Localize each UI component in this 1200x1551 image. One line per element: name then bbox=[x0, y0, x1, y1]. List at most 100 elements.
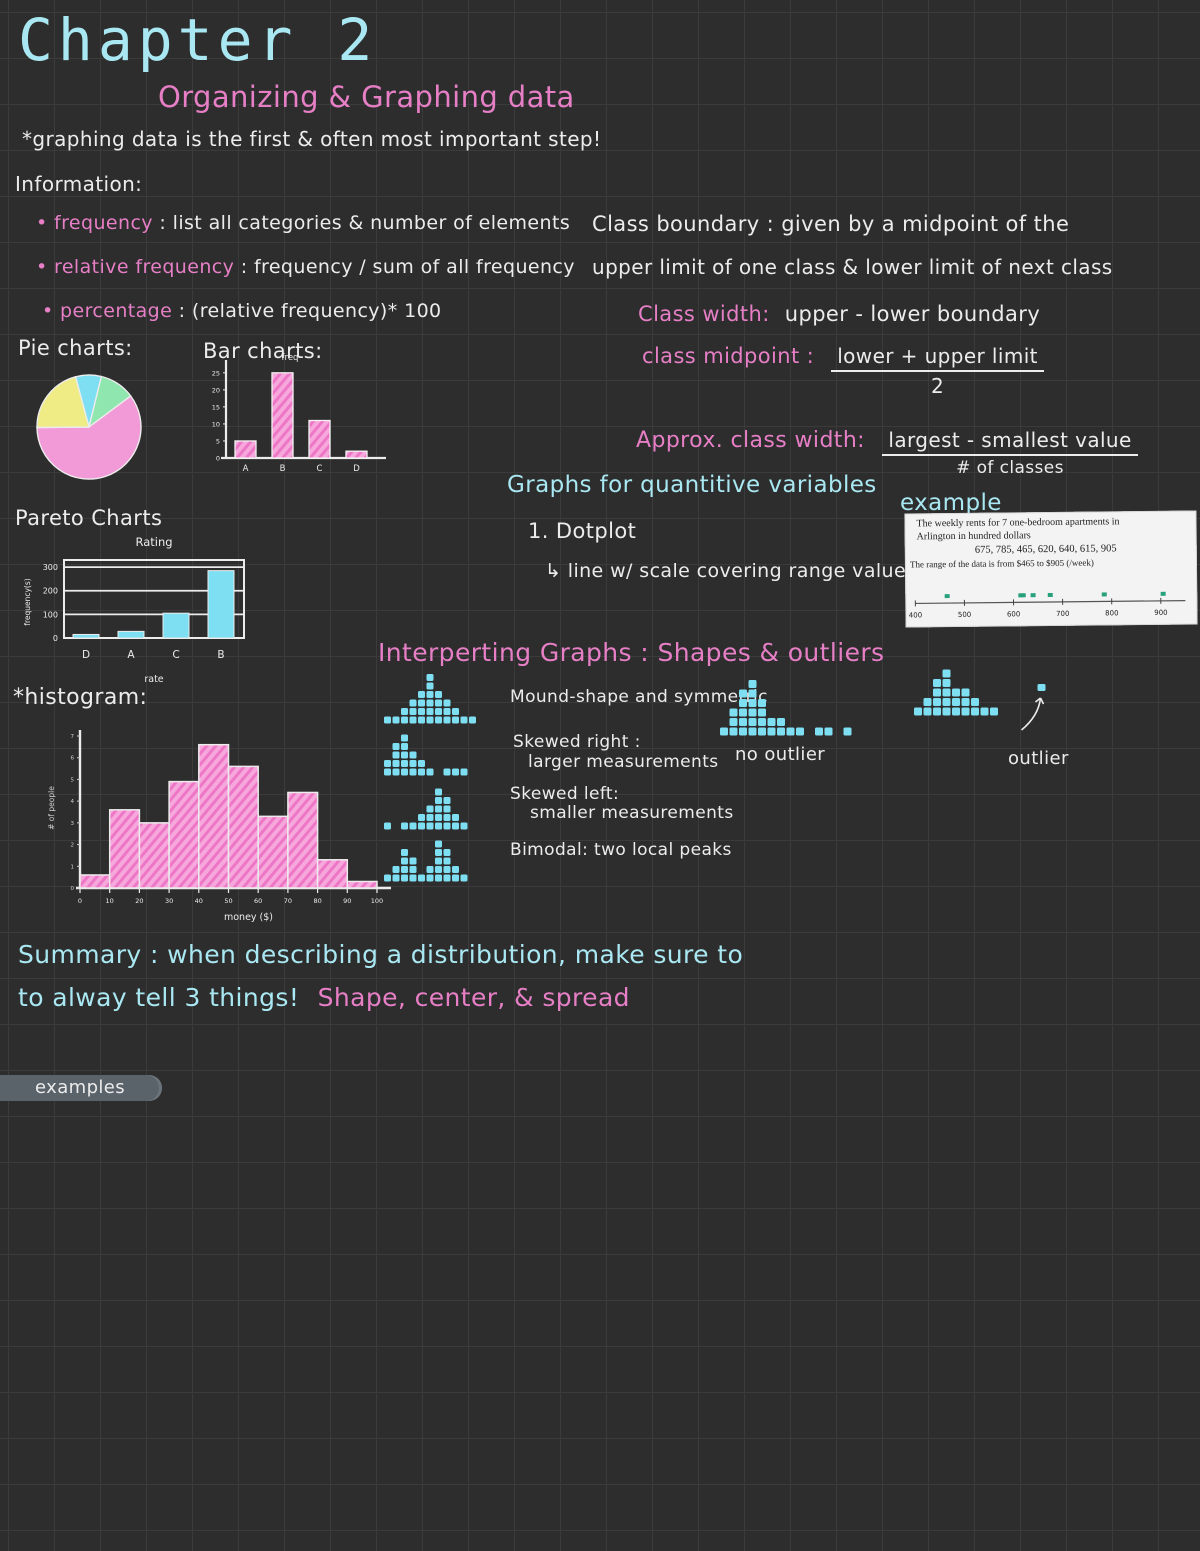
shape-label-skewed-right-1: Skewed right : bbox=[513, 732, 641, 752]
approx-class-width-fraction: largest - smallest value # of classes bbox=[882, 428, 1138, 478]
svg-text:20: 20 bbox=[135, 897, 143, 905]
svg-text:20: 20 bbox=[212, 386, 220, 394]
outlier-label: outlier bbox=[1008, 748, 1069, 769]
pareto-charts-label: Pareto Charts bbox=[15, 506, 163, 530]
bullet-frequency-def: : list all categories & number of elemen… bbox=[159, 212, 571, 234]
histogram-label: *histogram: bbox=[13, 685, 148, 710]
svg-text:50: 50 bbox=[224, 897, 232, 905]
shape-label-skewed-right-2: larger measurements bbox=[528, 752, 719, 772]
class-midpoint-fraction: lower + upper limit 2 bbox=[831, 344, 1044, 398]
approx-class-width-row: Approx. class width: largest - smallest … bbox=[636, 428, 1138, 478]
svg-text:2: 2 bbox=[71, 843, 75, 849]
class-width-def: upper - lower boundary bbox=[784, 302, 1041, 326]
bullet-percentage-def: : (relative frequency)* 100 bbox=[178, 300, 442, 322]
svg-text:600: 600 bbox=[1007, 610, 1020, 618]
svg-text:300: 300 bbox=[43, 563, 58, 572]
shape-label-bimodal: Bimodal: two local peaks bbox=[510, 840, 732, 860]
approx-class-width-denominator: # of classes bbox=[956, 458, 1064, 478]
svg-text:1: 1 bbox=[71, 864, 75, 870]
pie-chart bbox=[36, 374, 142, 480]
approx-class-width-numerator: largest - smallest value bbox=[882, 428, 1138, 456]
svg-text:200: 200 bbox=[43, 587, 58, 596]
svg-text:C: C bbox=[317, 464, 323, 474]
svg-text:5: 5 bbox=[71, 777, 75, 783]
bullet-percentage-term: • percentage bbox=[42, 300, 173, 322]
bar-charts-label: Bar charts: bbox=[203, 339, 323, 363]
shape-plot-mound bbox=[384, 674, 476, 724]
svg-text:A: A bbox=[127, 649, 135, 661]
svg-text:500: 500 bbox=[958, 611, 971, 619]
bullet-relative-frequency-def: : frequency / sum of all frequency bbox=[240, 256, 575, 278]
example-box: The weekly rents for 7 one-bedroom apart… bbox=[904, 510, 1198, 628]
svg-text:D: D bbox=[82, 649, 90, 661]
svg-text:400: 400 bbox=[909, 611, 922, 619]
example-values: 675, 785, 465, 620, 640, 615, 905 bbox=[974, 543, 1117, 556]
svg-text:30: 30 bbox=[165, 897, 173, 905]
class-midpoint-term: class midpoint : bbox=[642, 344, 815, 368]
shape-plot-skewed-left bbox=[384, 788, 468, 830]
no-outlier-label: no outlier bbox=[735, 744, 826, 765]
shape-plot-skewed-right bbox=[384, 734, 468, 776]
example-dotplot: 400 500 600 700 800 900 bbox=[909, 591, 1186, 619]
shape-plot-bimodal bbox=[384, 840, 468, 882]
svg-text:60: 60 bbox=[254, 897, 262, 905]
svg-text:100: 100 bbox=[43, 610, 58, 619]
svg-text:freq: freq bbox=[282, 353, 299, 363]
summary-line2-pink: Shape, center, & spread bbox=[317, 983, 630, 1012]
example-note: The range of the data is from $465 to $9… bbox=[909, 557, 1094, 570]
svg-text:100: 100 bbox=[371, 897, 383, 905]
dotplot-note: ↳ line w/ scale covering range values bbox=[545, 560, 917, 582]
example-heading: example bbox=[900, 490, 1002, 516]
svg-text:3: 3 bbox=[71, 821, 75, 827]
page-subtitle: Organizing & Graphing data bbox=[158, 80, 575, 114]
bullet-relative-frequency: • relative frequency : frequency / sum o… bbox=[36, 256, 575, 278]
svg-text:0: 0 bbox=[216, 455, 220, 463]
svg-text:A: A bbox=[243, 464, 249, 474]
svg-text:15: 15 bbox=[212, 403, 220, 411]
quantitative-heading: Graphs for quantitive variables bbox=[507, 472, 877, 498]
summary-line2-cyan: to alway tell 3 things! bbox=[18, 983, 300, 1012]
class-midpoint-numerator: lower + upper limit bbox=[831, 344, 1044, 372]
information-label: Information: bbox=[15, 172, 143, 196]
class-boundary-line2: upper limit of one class & lower limit o… bbox=[592, 255, 1113, 279]
example-line2: Arlington in hundred dollars bbox=[916, 530, 1031, 543]
examples-tab-label: examples bbox=[35, 1077, 126, 1098]
shape-label-skewed-left-1: Skewed left: bbox=[510, 784, 620, 804]
svg-text:B: B bbox=[217, 649, 224, 661]
page-title: Chapter 2 bbox=[18, 6, 378, 74]
svg-text:70: 70 bbox=[284, 897, 292, 905]
outlier-plot bbox=[914, 669, 1046, 731]
svg-text:rate: rate bbox=[144, 674, 163, 685]
class-width-row: Class width: upper - lower boundary bbox=[638, 302, 1040, 326]
svg-text:80: 80 bbox=[313, 897, 321, 905]
summary-line2: to alway tell 3 things! Shape, center, &… bbox=[18, 983, 630, 1012]
svg-text:B: B bbox=[280, 464, 286, 474]
examples-tab[interactable]: examples bbox=[0, 1075, 162, 1101]
svg-text:25: 25 bbox=[212, 369, 220, 377]
pie-charts-label: Pie charts: bbox=[18, 336, 133, 360]
svg-text:C: C bbox=[172, 649, 179, 661]
svg-text:900: 900 bbox=[1154, 609, 1167, 617]
svg-text:800: 800 bbox=[1105, 609, 1118, 617]
svg-text:0: 0 bbox=[78, 897, 82, 905]
bullet-frequency: • frequency : list all categories & numb… bbox=[36, 212, 570, 234]
shapes-heading: Interperting Graphs : Shapes & outliers bbox=[378, 638, 885, 667]
shape-label-mound: Mound-shape and symmetric bbox=[510, 687, 768, 707]
class-width-term: Class width: bbox=[638, 302, 770, 326]
bullet-percentage: • percentage : (relative frequency)* 100 bbox=[42, 300, 442, 322]
bullet-frequency-term: • frequency bbox=[36, 212, 153, 234]
dotplot-item: 1. Dotplot bbox=[528, 519, 637, 543]
approx-class-width-term: Approx. class width: bbox=[636, 428, 865, 453]
shape-label-skewed-left-2: smaller measurements bbox=[530, 803, 734, 823]
svg-text:Rating: Rating bbox=[135, 535, 172, 549]
class-midpoint-denominator: 2 bbox=[931, 374, 945, 398]
svg-text:4: 4 bbox=[71, 799, 75, 805]
svg-text:6: 6 bbox=[71, 756, 75, 762]
example-line1: The weekly rents for 7 one-bedroom apart… bbox=[916, 516, 1120, 530]
intro-note: *graphing data is the first & often most… bbox=[22, 127, 602, 151]
svg-text:7: 7 bbox=[71, 734, 75, 740]
svg-text:0: 0 bbox=[71, 886, 75, 892]
